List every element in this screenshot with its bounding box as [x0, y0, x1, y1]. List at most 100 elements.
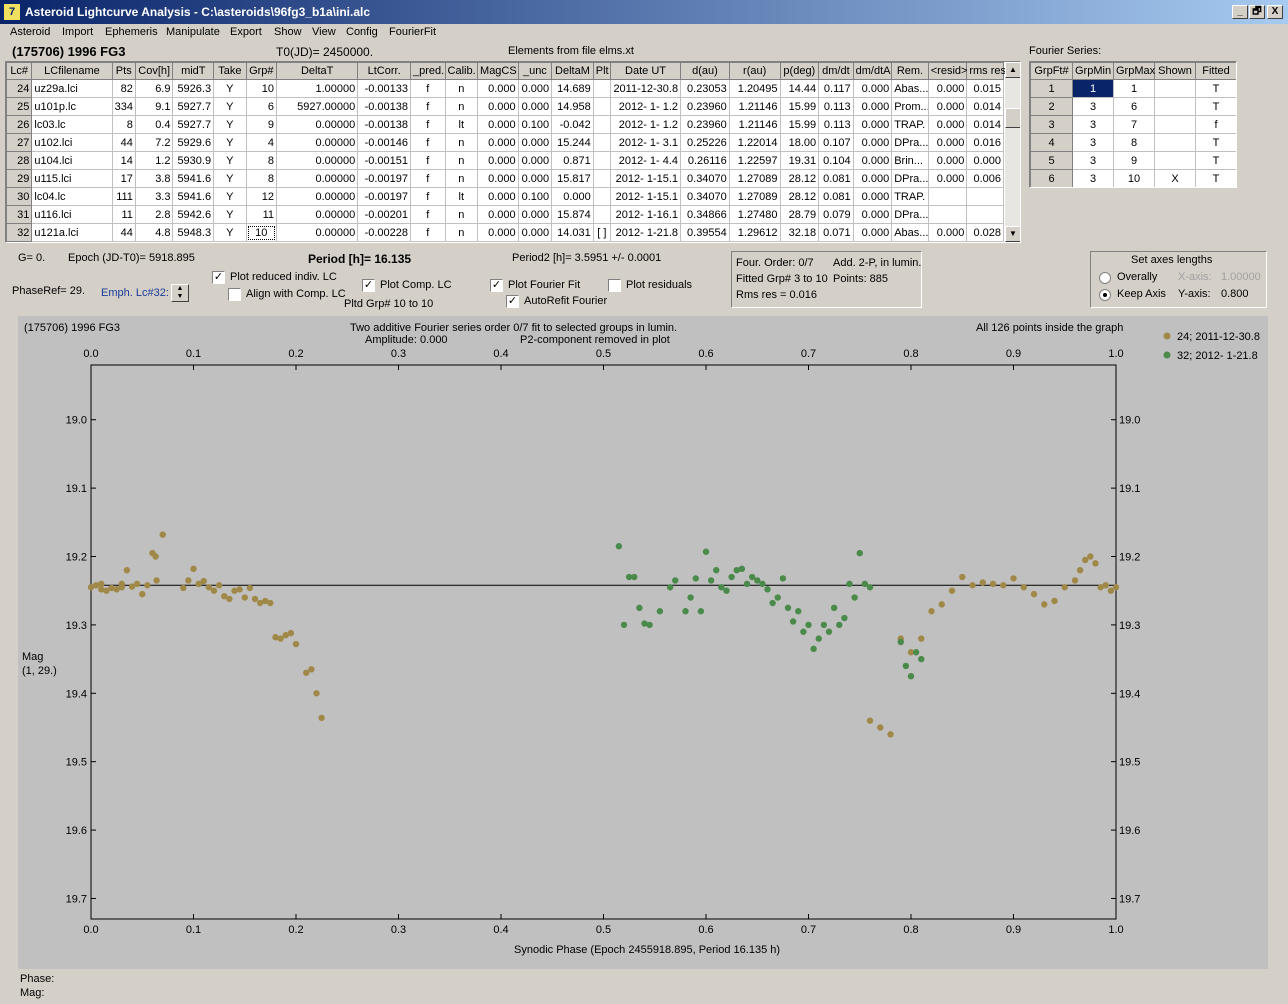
cell-deltam[interactable]: 15.874: [551, 205, 594, 224]
cell-midt[interactable]: 5942.6: [172, 205, 215, 224]
cell-p-deg[interactable]: 28.12: [779, 187, 820, 206]
cell-rms-res[interactable]: 0.006: [966, 169, 1004, 188]
cell-pred[interactable]: f: [410, 169, 446, 188]
fourier-cell-fitted[interactable]: T: [1195, 97, 1236, 116]
cell-resid[interactable]: 0.000: [927, 151, 968, 170]
cell-dmdta[interactable]: 0.000: [852, 115, 893, 134]
cell-lc-num[interactable]: 28: [6, 151, 33, 170]
fourier-cell-fitted[interactable]: T: [1195, 151, 1236, 170]
cell-pred[interactable]: f: [410, 97, 446, 116]
menu-config[interactable]: Config: [346, 26, 378, 38]
fourier-col-shown[interactable]: Shown: [1154, 62, 1196, 80]
table-row[interactable]: 27 u102.lci 44 7.2 5929.6 Y 4 0.00000 -0.00146 f n…: [6, 133, 1004, 152]
cell-cov[interactable]: 1.2: [134, 151, 174, 170]
cell-deltam[interactable]: 14.958: [551, 97, 594, 116]
cell-calib[interactable]: n: [444, 205, 479, 224]
cell-unc[interactable]: 0.000: [517, 79, 553, 98]
cell-lc-num[interactable]: 25: [6, 97, 33, 116]
cell-deltat[interactable]: 0.00000: [276, 187, 359, 206]
cell-cov[interactable]: 0.4: [134, 115, 174, 134]
cell-lc-filename[interactable]: u101p.lc: [31, 97, 113, 116]
cell-cov[interactable]: 9.1: [134, 97, 174, 116]
fourier-cell-grpft[interactable]: 4: [1030, 133, 1073, 152]
cell-date-ut[interactable]: 2012- 1- 4.4: [610, 151, 682, 170]
cell-ltcorr[interactable]: -0.00197: [357, 187, 412, 206]
cell-pred[interactable]: f: [410, 79, 446, 98]
cell-magcs[interactable]: 0.000: [477, 97, 519, 116]
table-row[interactable]: 24 uz29a.lci 82 6.9 5926.3 Y 10 1.00000 -0.00133…: [6, 79, 1004, 98]
cell-pts[interactable]: 17: [111, 169, 136, 188]
cell-d-au[interactable]: 0.39554: [680, 223, 730, 242]
fourier-cell-grpft[interactable]: 3: [1030, 115, 1073, 134]
cell-pred[interactable]: f: [410, 133, 446, 152]
cell-magcs[interactable]: 0.000: [477, 169, 519, 188]
cell-unc[interactable]: 0.000: [517, 205, 553, 224]
keep-axis-radio[interactable]: [1099, 289, 1111, 301]
cell-date-ut[interactable]: 2012- 1-15.1: [610, 187, 682, 206]
cell-grp[interactable]: 9: [245, 115, 278, 134]
cell-midt[interactable]: 5926.3: [172, 79, 215, 98]
cell-grp[interactable]: 4: [245, 133, 278, 152]
col-header-deltat[interactable]: DeltaT: [276, 62, 359, 80]
table-row[interactable]: 29 u115.lci 17 3.8 5941.6 Y 8 0.00000 -0.00197 f n…: [6, 169, 1004, 188]
fourier-cell-shown[interactable]: [1154, 115, 1196, 134]
minimize-button[interactable]: _: [1232, 5, 1248, 19]
fourier-cell-fitted[interactable]: f: [1195, 115, 1236, 134]
col-header-resid[interactable]: <resid>: [927, 62, 967, 80]
cell-d-au[interactable]: 0.23053: [680, 79, 730, 98]
cell-midt[interactable]: 5948.3: [172, 223, 215, 242]
fourier-cell-grpmax[interactable]: 8: [1113, 133, 1155, 152]
cell-p-deg[interactable]: 14.44: [779, 79, 820, 98]
cell-calib[interactable]: n: [444, 169, 479, 188]
fourier-cell-grpmin[interactable]: 3: [1072, 151, 1114, 170]
scroll-thumb[interactable]: [1005, 108, 1020, 128]
cell-grp[interactable]: 10: [245, 79, 278, 98]
cell-unc[interactable]: 0.000: [517, 223, 553, 242]
fourier-cell-grpmin[interactable]: 3: [1072, 169, 1114, 187]
cell-take[interactable]: Y: [213, 97, 247, 116]
cell-calib[interactable]: n: [444, 133, 479, 152]
cell-ltcorr[interactable]: -0.00138: [357, 115, 412, 134]
fourier-cell-grpmin[interactable]: 3: [1072, 133, 1114, 152]
col-header-dmdta[interactable]: dm/dtA: [852, 62, 893, 80]
cell-pts[interactable]: 14: [111, 151, 136, 170]
cell-deltam[interactable]: 14.689: [551, 79, 594, 98]
fourier-col-grpft[interactable]: GrpFt#: [1030, 62, 1073, 80]
cell-date-ut[interactable]: 2012- 1-15.1: [610, 169, 682, 188]
cell-p-deg[interactable]: 18.00: [779, 133, 820, 152]
cell-grp[interactable]: 10: [245, 223, 278, 242]
cell-deltat[interactable]: 0.00000: [276, 115, 359, 134]
cell-ltcorr[interactable]: -0.00151: [357, 151, 412, 170]
cell-pts[interactable]: 44: [111, 133, 136, 152]
cell-dmdta[interactable]: 0.000: [852, 187, 893, 206]
cell-pred[interactable]: f: [410, 187, 446, 206]
fourier-cell-shown[interactable]: [1154, 97, 1196, 116]
menu-fourierfit[interactable]: FourierFit: [389, 26, 437, 38]
cell-dmdta[interactable]: 0.000: [852, 151, 893, 170]
cell-plt[interactable]: [592, 79, 612, 98]
cell-resid[interactable]: 0.000: [927, 115, 968, 134]
cell-rms-res[interactable]: [966, 205, 1004, 224]
cell-pred[interactable]: f: [410, 151, 446, 170]
align-comp-checkbox[interactable]: [228, 288, 241, 301]
menu-import[interactable]: Import: [62, 26, 94, 38]
col-header-lc-filename[interactable]: LCfilename: [31, 62, 113, 80]
cell-cov[interactable]: 3.8: [134, 169, 174, 188]
cell-resid[interactable]: 0.000: [927, 133, 968, 152]
cell-lc-num[interactable]: 27: [6, 133, 33, 152]
cell-rms-res[interactable]: 0.028: [966, 223, 1004, 242]
cell-ltcorr[interactable]: -0.00228: [357, 223, 412, 242]
cell-d-au[interactable]: 0.34866: [680, 205, 730, 224]
cell-unc[interactable]: 0.100: [517, 187, 553, 206]
cell-rem[interactable]: DPra...: [891, 205, 929, 224]
cell-rem[interactable]: DPra...: [891, 169, 929, 188]
cell-p-deg[interactable]: 15.99: [779, 97, 820, 116]
cell-d-au[interactable]: 0.34070: [680, 169, 730, 188]
cell-calib[interactable]: lt: [444, 115, 479, 134]
close-button[interactable]: X: [1267, 5, 1283, 19]
col-header-r-au[interactable]: r(au): [728, 62, 781, 80]
scroll-down-icon[interactable]: ▼: [1005, 226, 1020, 242]
col-header-take[interactable]: Take: [213, 62, 247, 80]
